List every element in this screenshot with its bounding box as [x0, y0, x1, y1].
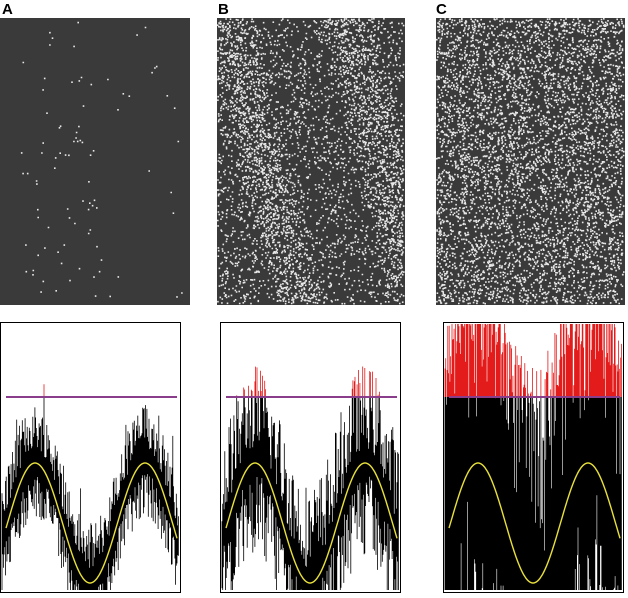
raster-dots [217, 18, 405, 305]
sine-input [5, 462, 178, 584]
suprathreshold-trace [444, 324, 622, 397]
raster-background [0, 18, 190, 305]
signal-trace [444, 397, 622, 590]
raster-dots [436, 18, 625, 305]
sine-input [225, 462, 398, 584]
panel-label: C [436, 1, 447, 18]
panel-label: A [2, 1, 13, 18]
panel-label: B [218, 1, 229, 18]
signal-trace [1, 397, 179, 590]
sine-input [448, 462, 621, 584]
signal-trace [221, 397, 399, 590]
